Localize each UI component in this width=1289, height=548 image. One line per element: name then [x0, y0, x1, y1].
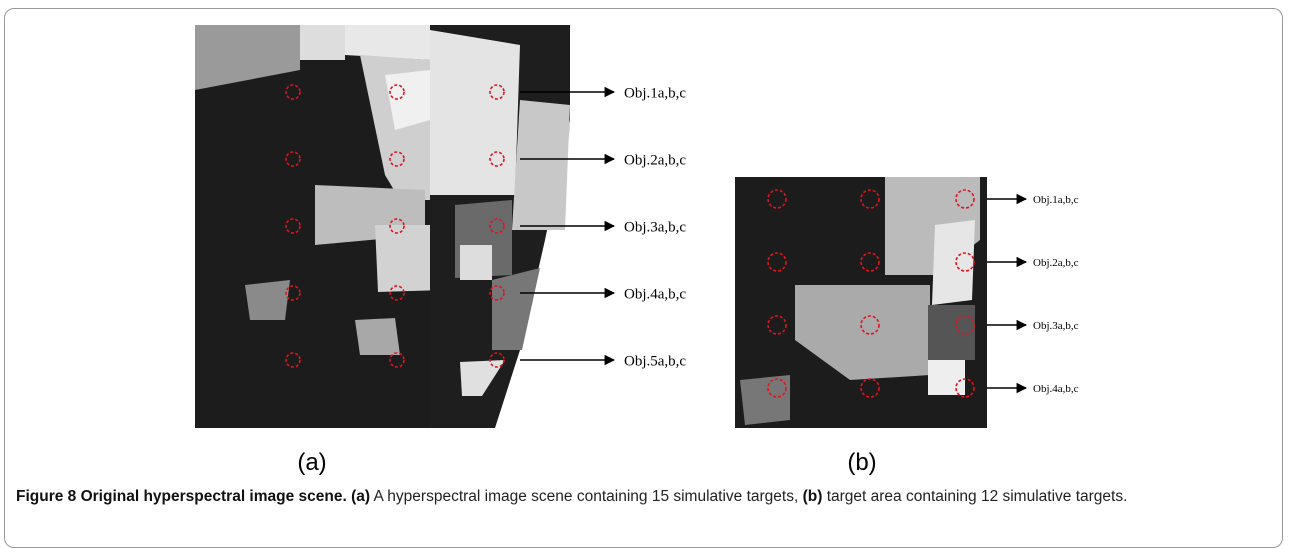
object-label: Obj.5a,b,c	[624, 353, 686, 369]
figure-images: Obj.1a,b,c Obj.2a,b,c Obj.3a,b,c Obj.4a,b,c…	[195, 25, 1079, 476]
object-label: Obj.3a,b,c	[1033, 320, 1079, 332]
image-a-right	[430, 25, 570, 428]
panel-label: (b)	[847, 449, 876, 476]
caption-tag: (b)	[802, 488, 823, 505]
object-label: Obj.2a,b,c	[1033, 257, 1079, 269]
target-marker	[285, 352, 301, 368]
target-marker	[860, 378, 880, 398]
target-marker	[389, 352, 405, 368]
target-marker	[489, 352, 505, 368]
object-label: Obj.1a,b,c	[1033, 194, 1079, 206]
target-marker	[389, 218, 405, 234]
target-marker	[955, 378, 975, 398]
caption-tag: (a)	[351, 488, 371, 505]
target-marker	[489, 218, 505, 234]
target-marker	[489, 84, 505, 100]
caption-text: target area containing 12 simulative tar…	[826, 488, 1128, 505]
image-b	[735, 177, 987, 428]
object-label: Obj.2a,b,c	[624, 152, 686, 168]
target-marker	[860, 252, 880, 272]
target-marker	[955, 252, 975, 272]
target-marker	[767, 378, 787, 398]
target-marker	[955, 189, 975, 209]
target-marker	[285, 84, 301, 100]
target-marker	[389, 151, 405, 167]
caption-title: Figure 8 Original hyperspectral image sc…	[16, 488, 347, 505]
target-marker	[389, 84, 405, 100]
target-marker	[860, 189, 880, 209]
target-marker	[489, 151, 505, 167]
target-marker	[767, 189, 787, 209]
object-label: Obj.4a,b,c	[624, 286, 686, 302]
target-marker	[955, 315, 975, 335]
target-marker	[767, 252, 787, 272]
panel-label: (a)	[297, 449, 326, 476]
target-marker	[285, 218, 301, 234]
caption-text: A hyperspectral image scene containing 1…	[373, 488, 799, 505]
target-marker	[489, 285, 505, 301]
caption: Figure 8 Original hyperspectral image sc…	[16, 486, 1266, 508]
object-label: Obj.1a,b,c	[624, 85, 686, 101]
target-marker	[285, 151, 301, 167]
target-marker	[767, 315, 787, 335]
object-label: Obj.4a,b,c	[1033, 383, 1079, 395]
object-label: Obj.3a,b,c	[624, 219, 686, 235]
target-marker	[389, 285, 405, 301]
target-marker	[285, 285, 301, 301]
target-marker	[860, 315, 880, 335]
